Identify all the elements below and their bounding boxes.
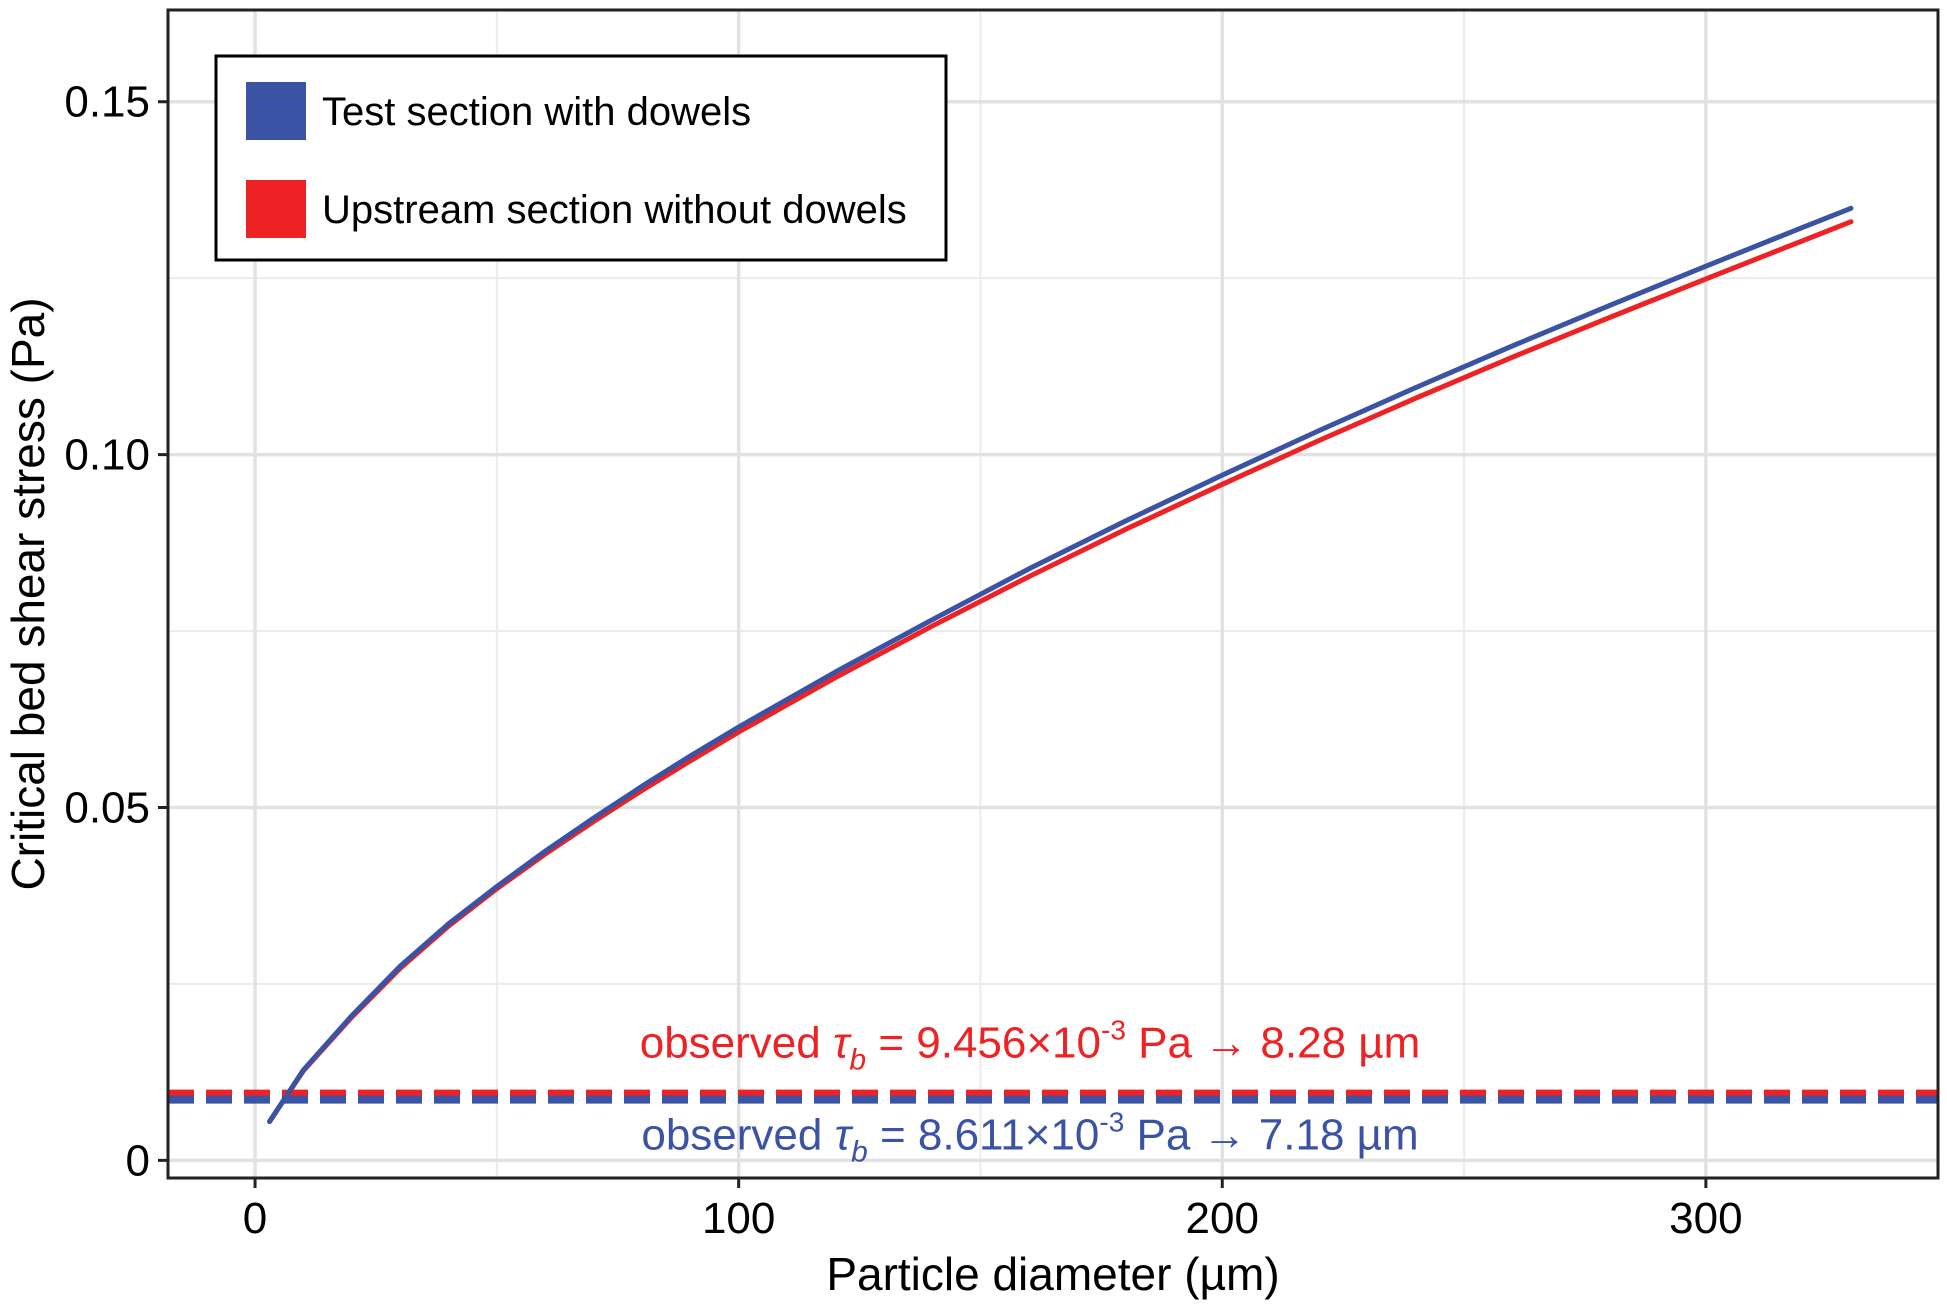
y-axis-title: Critical bed shear stress (Pa) [2, 297, 54, 890]
reference-lines [168, 1089, 1938, 1104]
legend: Test section with dowels Upstream sectio… [214, 54, 948, 262]
legend-label-test-section: Test section with dowels [322, 90, 751, 134]
series-group [267, 205, 1854, 1124]
x-tick-label: 0 [243, 1194, 267, 1243]
series-line-test-section [267, 205, 1854, 1124]
x-axis-title: Particle diameter (µm) [826, 1248, 1279, 1300]
x-tick-label: 200 [1186, 1194, 1259, 1243]
x-tick-label: 100 [702, 1194, 775, 1243]
legend-box [214, 54, 948, 262]
legend-swatch-upstream-section [246, 180, 306, 238]
plot-frame [166, 8, 1940, 1180]
y-tick-label: 0 [126, 1136, 150, 1185]
x-tick-label: 300 [1669, 1194, 1742, 1243]
legend-swatch-test-section [246, 82, 306, 140]
axis-ticks: 0 100 200 300 0 0.05 0.10 0.15 [64, 78, 1742, 1243]
y-tick-label: 0.05 [64, 783, 150, 832]
annotations: observed τb = 9.456×10-3 Pa → 8.28 µm obs… [640, 1015, 1421, 1169]
y-tick-label: 0.15 [64, 78, 150, 127]
y-tick-label: 0.10 [64, 431, 150, 480]
legend-label-upstream-section: Upstream section without dowels [322, 188, 907, 232]
red-observed-annotation: observed τb = 9.456×10-3 Pa → 8.28 µm [640, 1015, 1421, 1077]
blue-observed-annotation: observed τb = 8.611×10-3 Pa → 7.18 µm [641, 1107, 1418, 1169]
